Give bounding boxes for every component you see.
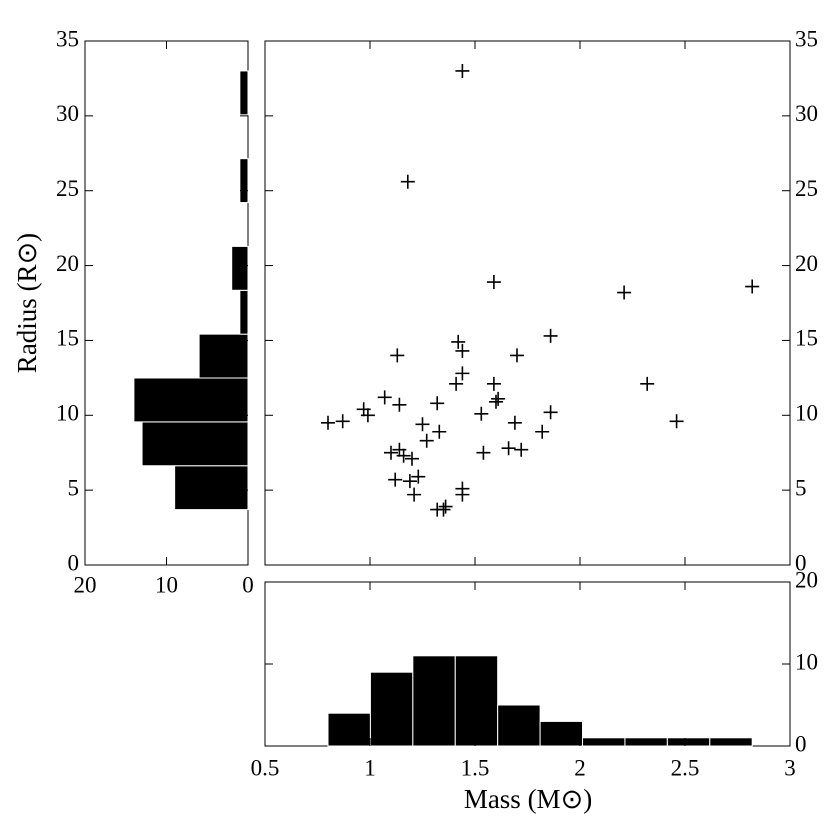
bar xyxy=(369,671,414,747)
x-tick-label: 2 xyxy=(574,755,586,780)
bar xyxy=(539,720,584,747)
point xyxy=(390,348,405,363)
bar xyxy=(454,655,499,747)
point xyxy=(640,376,655,391)
y-tick-label: 0 xyxy=(795,550,807,575)
bar xyxy=(198,333,249,379)
y-tick-label: 30 xyxy=(795,101,818,126)
point xyxy=(510,348,524,363)
x-tick-label: 1 xyxy=(364,755,376,780)
y-tick-label: 20 xyxy=(56,251,79,276)
point xyxy=(543,328,558,343)
y-tick-label: 10 xyxy=(56,401,79,426)
y-tick-label: 20 xyxy=(795,251,818,276)
bar xyxy=(239,158,249,204)
point xyxy=(476,445,491,460)
y-tick-label: 30 xyxy=(56,101,79,126)
point xyxy=(501,441,516,456)
y-axis-label: Radius (R⊙) xyxy=(12,233,42,373)
point xyxy=(455,487,470,502)
bar xyxy=(412,655,456,747)
point xyxy=(411,469,426,484)
bar xyxy=(141,421,249,467)
x-tick-label: 0.5 xyxy=(251,755,280,780)
point xyxy=(392,397,407,412)
y-tick-label: 5 xyxy=(68,475,80,500)
bar xyxy=(666,737,711,747)
point xyxy=(377,390,392,405)
scatter-frame xyxy=(264,40,791,566)
y-tick-label: 25 xyxy=(795,176,818,201)
point xyxy=(430,396,445,411)
bar xyxy=(231,245,249,291)
point xyxy=(669,414,684,429)
y-tick-label: 15 xyxy=(795,326,818,351)
y-tick-label: 35 xyxy=(795,26,818,51)
x-tick-label: 3 xyxy=(784,755,796,780)
y-tick-label: 25 xyxy=(56,176,79,201)
y-tick-label: 20 xyxy=(795,567,818,592)
point xyxy=(514,442,529,457)
point xyxy=(438,499,453,514)
bar xyxy=(624,737,668,747)
point xyxy=(455,63,470,78)
y-tick-label: 0 xyxy=(68,550,80,575)
bar xyxy=(582,737,626,747)
bar xyxy=(497,704,541,747)
point xyxy=(474,406,489,421)
point xyxy=(535,424,550,439)
bar xyxy=(239,70,249,116)
point xyxy=(321,415,335,430)
point xyxy=(402,474,417,489)
x-axis-label: Mass (M⊙) xyxy=(464,784,592,814)
point xyxy=(617,285,632,300)
point xyxy=(405,451,419,466)
point xyxy=(396,448,411,463)
bar xyxy=(709,737,753,747)
point xyxy=(451,334,466,349)
x-tick-label: 20 xyxy=(74,572,97,597)
point xyxy=(419,433,434,448)
bar xyxy=(174,465,249,511)
point xyxy=(360,408,375,423)
point xyxy=(745,279,760,294)
y-tick-label: 10 xyxy=(795,649,818,674)
point xyxy=(491,391,506,406)
point xyxy=(436,502,451,517)
y-tick-label: 0 xyxy=(795,731,807,756)
x-tick-label: 2.5 xyxy=(671,755,700,780)
point xyxy=(543,405,558,420)
bar xyxy=(133,377,249,423)
point xyxy=(486,275,501,290)
bar xyxy=(239,289,249,335)
point xyxy=(335,414,350,429)
point xyxy=(384,445,398,460)
y-tick-label: 5 xyxy=(795,475,807,500)
y-tick-label: 10 xyxy=(795,401,818,426)
point xyxy=(486,376,501,391)
x-tick-label: 1.5 xyxy=(461,755,490,780)
point xyxy=(415,417,430,432)
point xyxy=(489,394,503,409)
point xyxy=(407,487,422,502)
point xyxy=(400,174,415,189)
point xyxy=(455,366,470,381)
point xyxy=(455,343,470,358)
x-tick-label: 0 xyxy=(242,572,254,597)
y-tick-label: 15 xyxy=(56,326,79,351)
x-tick-label: 10 xyxy=(155,572,178,597)
point xyxy=(388,472,403,487)
point xyxy=(449,376,464,391)
point xyxy=(507,415,522,430)
bar xyxy=(327,712,371,747)
y-tick-label: 35 xyxy=(56,26,79,51)
point xyxy=(432,424,447,439)
